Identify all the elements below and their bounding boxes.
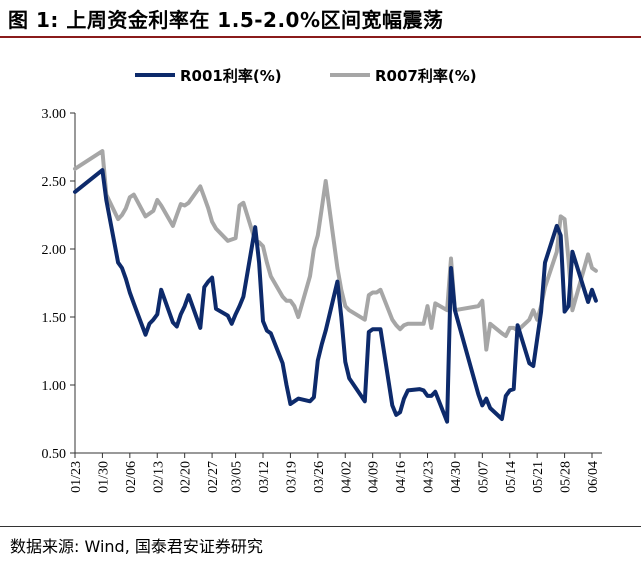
series-lines	[73, 149, 598, 424]
y-tick-label: 1.00	[42, 379, 67, 394]
x-tick-label: 04/23	[422, 461, 437, 493]
x-tick-label: 02/06	[124, 461, 139, 493]
x-tick-label: 03/12	[257, 461, 272, 493]
title-divider	[0, 36, 641, 38]
x-tick-label: 02/20	[179, 461, 194, 493]
x-tick-label: 04/09	[367, 461, 382, 493]
x-tick-label: 03/19	[284, 461, 299, 493]
y-tick-label: 2.00	[42, 243, 67, 258]
x-tick-label: 06/04	[586, 461, 601, 493]
x-tick-label: 02/13	[151, 461, 166, 493]
x-tick-label: 01/23	[69, 461, 84, 493]
y-tick-label: 0.50	[42, 447, 67, 462]
legend: R001利率(%) R007利率(%)	[135, 67, 477, 85]
x-tick-label: 05/21	[531, 461, 546, 493]
x-tick-label: 04/16	[394, 461, 409, 493]
x-tick-label: 05/28	[559, 461, 574, 493]
y-axis: 3.00 2.50 2.00 1.50 1.00 0.50	[42, 107, 76, 462]
source-divider	[0, 526, 641, 527]
x-tick-label: 04/02	[339, 461, 354, 493]
y-tick-label: 2.50	[42, 175, 67, 190]
x-tick-label: 03/05	[230, 461, 245, 493]
x-tick-label: 04/30	[449, 461, 464, 493]
x-tick-label: 05/07	[476, 461, 491, 493]
line-chart: R001利率(%) R007利率(%) 3.00 2.50 2.00 1.50 1.00…	[42, 67, 602, 493]
series-line-r007	[73, 149, 598, 352]
chart-title: 图 1: 上周资金利率在 1.5-2.0%区间宽幅震荡	[8, 8, 444, 32]
legend-label-r007: R007利率(%)	[375, 67, 477, 85]
legend-label-r001: R001利率(%)	[180, 67, 282, 85]
y-tick-label: 3.00	[42, 107, 67, 122]
series-line-r001	[73, 168, 598, 424]
y-tick-label: 1.50	[42, 311, 67, 326]
x-tick-label: 02/27	[206, 461, 221, 493]
x-tick-label: 05/14	[504, 461, 519, 493]
x-tick-label: 03/26	[312, 461, 327, 493]
x-axis: 01/23 01/30 02/06 02/13 02/20 02/27 03/05 03/12…	[69, 452, 602, 493]
x-tick-label: 01/30	[96, 461, 111, 493]
source-note: 数据来源: Wind, 国泰君安证券研究	[10, 537, 263, 556]
